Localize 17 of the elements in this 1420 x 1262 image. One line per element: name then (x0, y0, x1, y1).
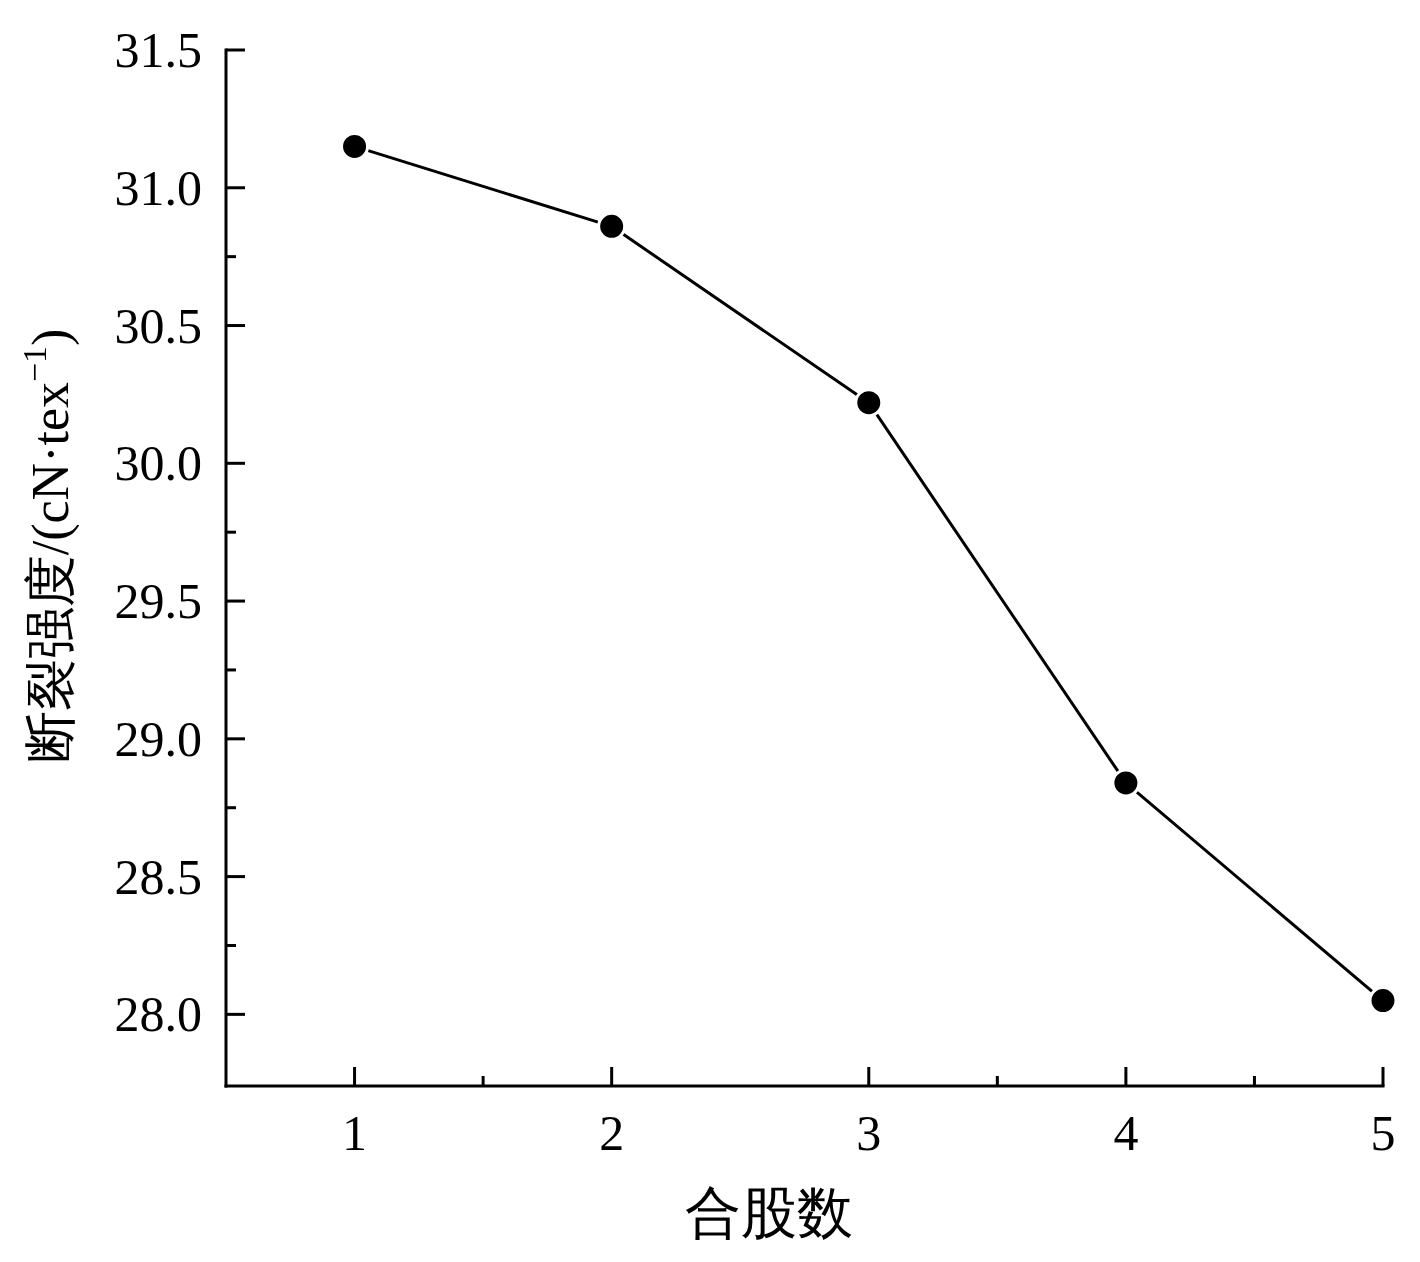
y-tick-label: 28.5 (114, 848, 202, 905)
y-tick-label: 29.0 (114, 710, 202, 767)
y-tick-label: 28.0 (114, 986, 202, 1043)
x-tick-label: 3 (856, 1105, 882, 1161)
x-axis-title: 合股数 (684, 1182, 853, 1244)
point (1111, 768, 1141, 798)
y-tick-label: 30.5 (114, 297, 202, 354)
y-tick-label: 30.0 (114, 435, 202, 492)
point (854, 388, 884, 418)
point (597, 211, 627, 241)
y-tick-label: 29.5 (114, 573, 202, 630)
y-tick-label: 31.0 (114, 159, 202, 216)
x-tick-label: 1 (342, 1105, 368, 1161)
y-tick-label: 31.5 (114, 22, 202, 78)
x-tick-label: 2 (599, 1105, 625, 1161)
x-tick-label: 5 (1370, 1105, 1396, 1161)
x-tick-label: 4 (1113, 1105, 1139, 1161)
